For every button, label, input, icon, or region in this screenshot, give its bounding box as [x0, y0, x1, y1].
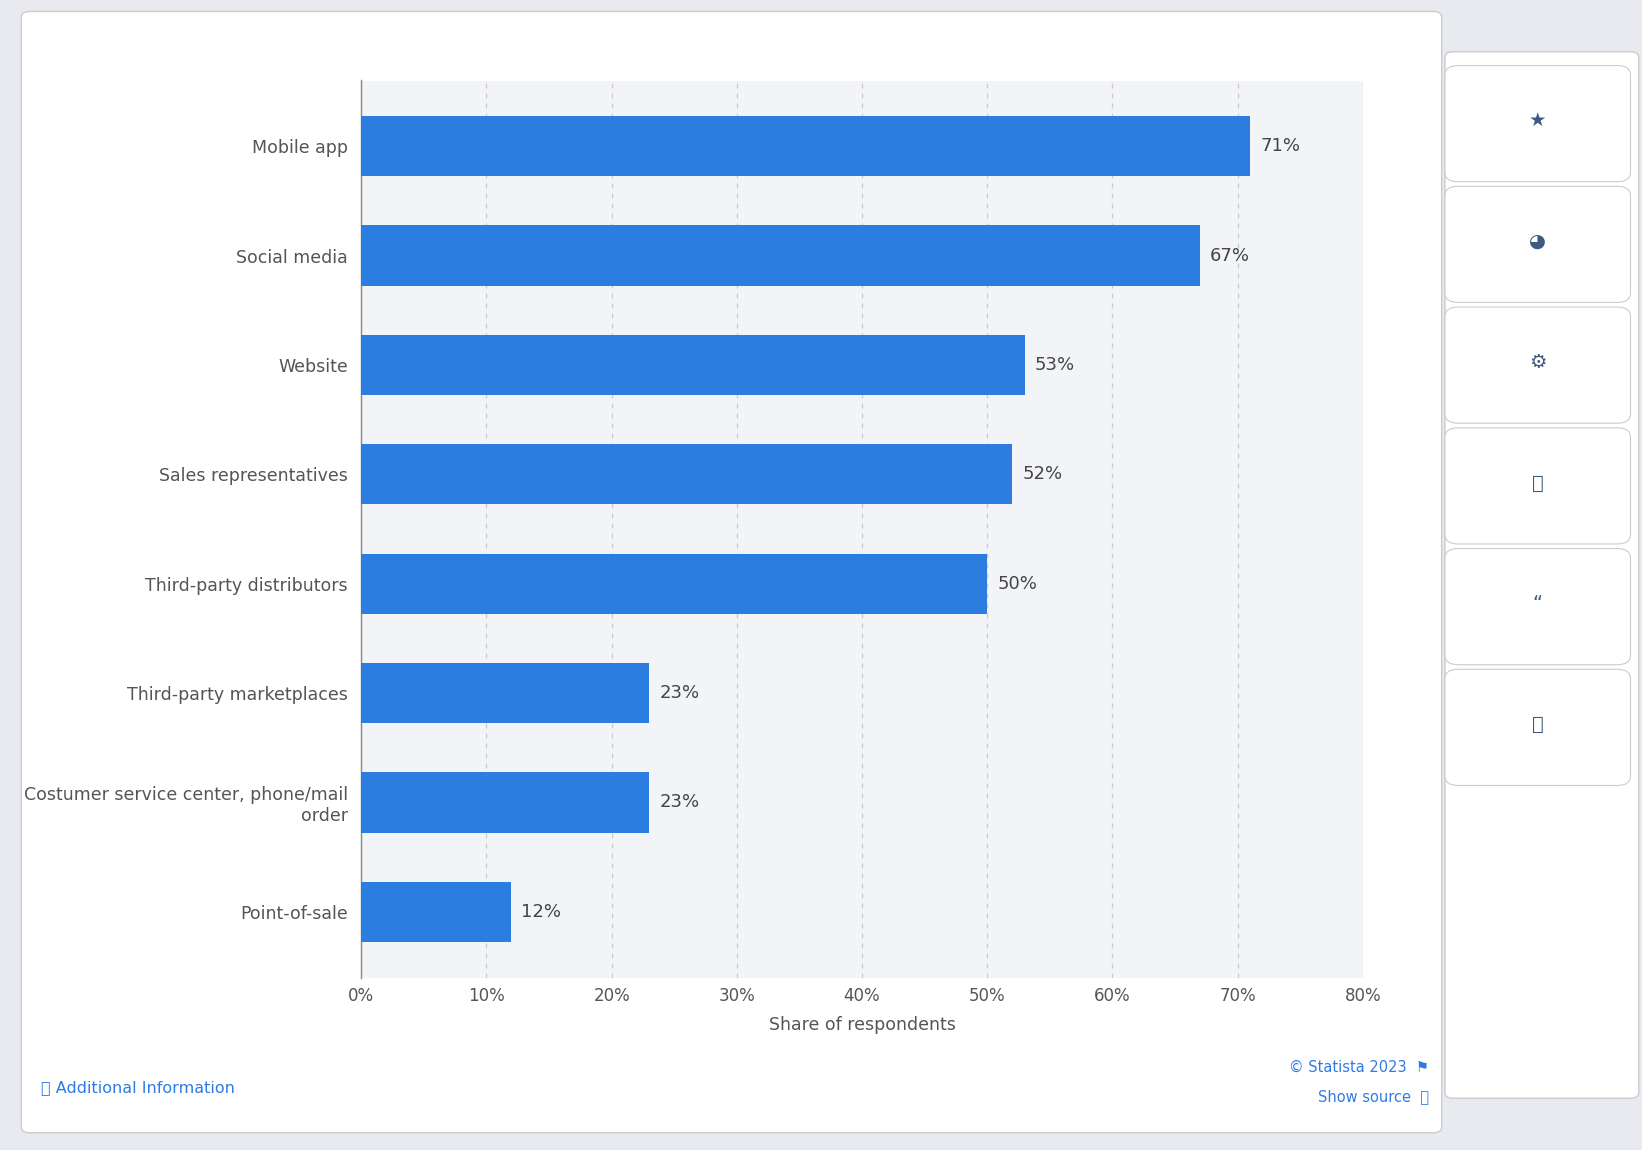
- Text: 50%: 50%: [997, 575, 1038, 592]
- Text: 52%: 52%: [1023, 466, 1062, 483]
- Text: ⓘ Additional Information: ⓘ Additional Information: [41, 1080, 235, 1095]
- Bar: [361, 335, 1025, 394]
- Bar: [361, 882, 512, 942]
- Text: ⎙: ⎙: [1532, 715, 1543, 734]
- Text: 71%: 71%: [1259, 137, 1300, 155]
- Text: ★: ★: [1529, 112, 1547, 130]
- Text: ⨹: ⨹: [1532, 474, 1543, 492]
- Text: Show source  ⓘ: Show source ⓘ: [1317, 1089, 1429, 1104]
- Bar: [361, 225, 1200, 285]
- Bar: [361, 444, 1011, 505]
- Bar: [361, 773, 649, 833]
- Text: 53%: 53%: [1034, 355, 1076, 374]
- Text: 23%: 23%: [658, 793, 699, 812]
- X-axis label: Share of respondents: Share of respondents: [768, 1017, 956, 1034]
- Bar: [361, 116, 1250, 176]
- Bar: [361, 553, 987, 614]
- Text: © Statista 2023  ⚑: © Statista 2023 ⚑: [1289, 1060, 1429, 1075]
- Text: “: “: [1532, 595, 1543, 613]
- Text: 67%: 67%: [1210, 246, 1250, 264]
- Text: 23%: 23%: [658, 684, 699, 703]
- Text: 12%: 12%: [522, 903, 562, 921]
- Text: ◕: ◕: [1529, 232, 1547, 251]
- Text: ⚙: ⚙: [1529, 353, 1547, 371]
- Bar: [361, 664, 649, 723]
